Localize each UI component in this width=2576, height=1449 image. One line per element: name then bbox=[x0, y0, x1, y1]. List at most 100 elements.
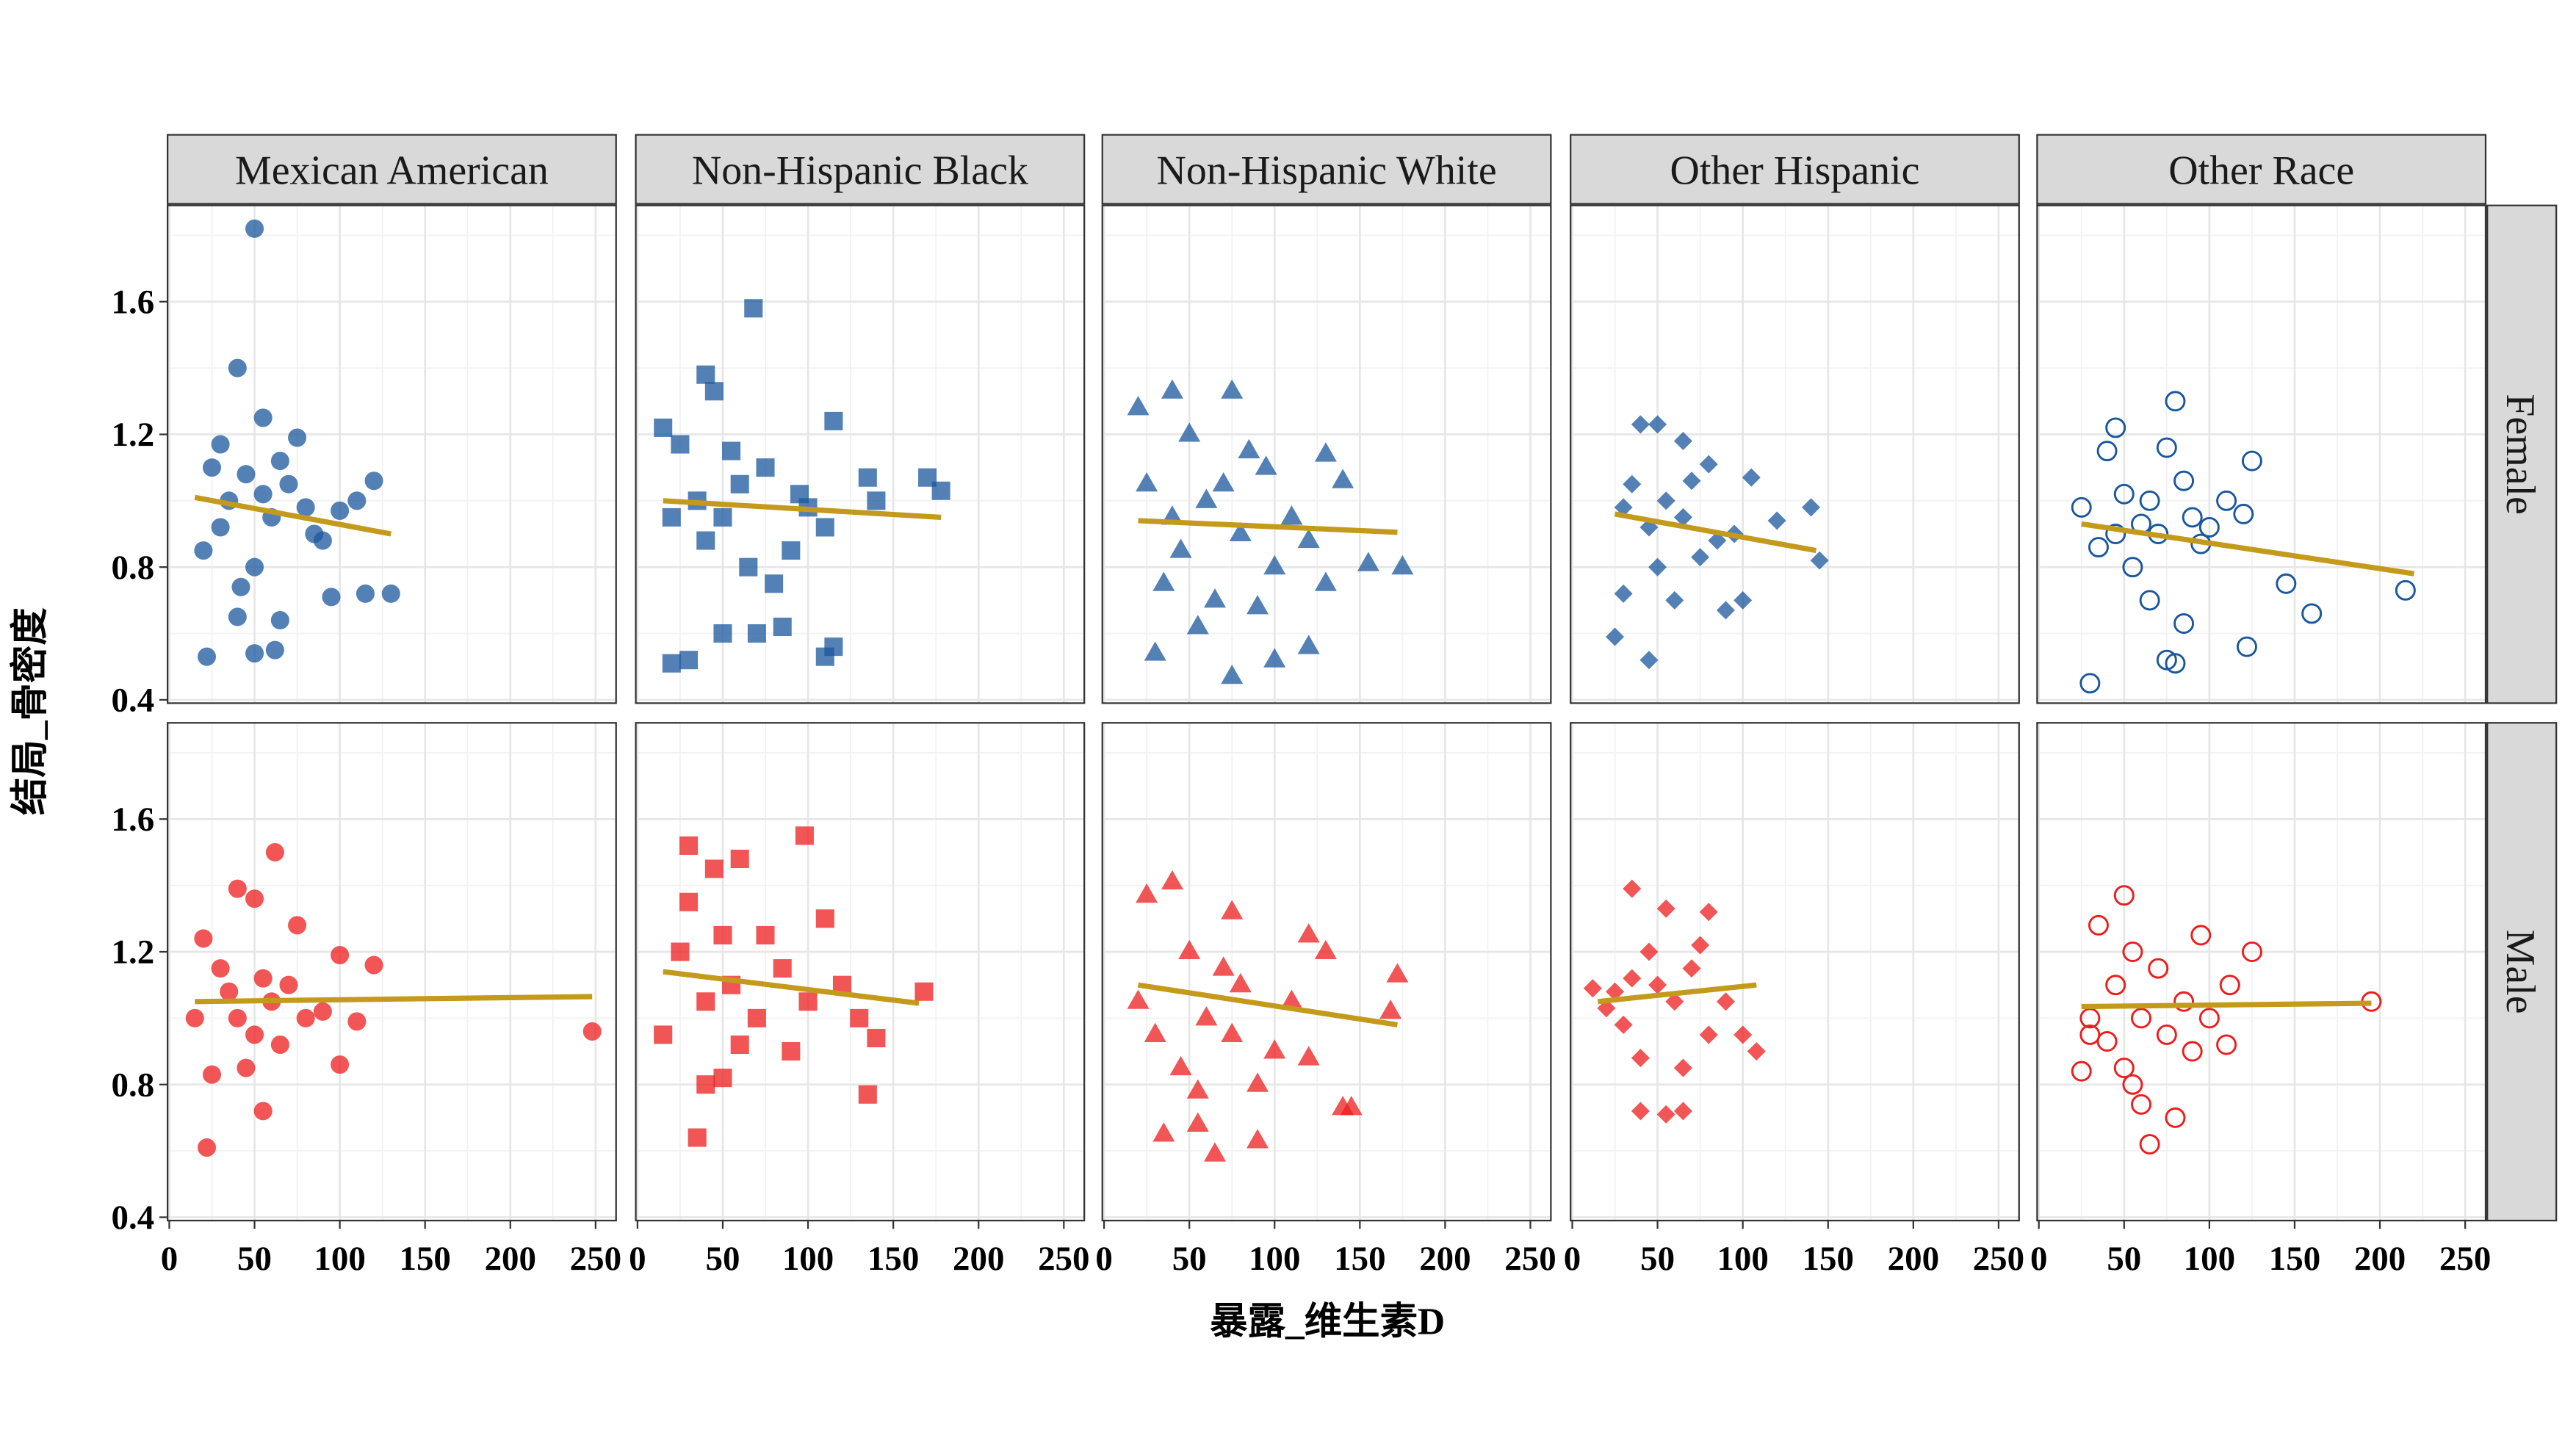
point bbox=[914, 982, 934, 1001]
point bbox=[679, 836, 699, 855]
point bbox=[2113, 1058, 2135, 1079]
point bbox=[1691, 548, 1710, 567]
point bbox=[1673, 431, 1692, 451]
point bbox=[730, 1035, 749, 1055]
point bbox=[1255, 455, 1277, 475]
x-tick-label: 50 bbox=[237, 1240, 272, 1278]
points bbox=[654, 299, 950, 673]
point bbox=[331, 945, 350, 965]
point bbox=[2173, 613, 2195, 634]
point bbox=[2105, 975, 2126, 996]
point bbox=[1169, 1055, 1192, 1076]
x-tick-label: 200 bbox=[1419, 1240, 1471, 1278]
point bbox=[296, 1008, 315, 1027]
x-tick-label: 100 bbox=[782, 1240, 834, 1278]
point bbox=[279, 474, 298, 494]
point bbox=[1623, 879, 1642, 898]
x-tick-label: 0 bbox=[2030, 1240, 2047, 1278]
point bbox=[1238, 438, 1260, 459]
point bbox=[2096, 441, 2118, 462]
point bbox=[228, 358, 247, 377]
point bbox=[2182, 1041, 2203, 1062]
point bbox=[2096, 1031, 2118, 1052]
point bbox=[1263, 1039, 1286, 1059]
point bbox=[2088, 914, 2109, 936]
x-tick-label: 150 bbox=[1334, 1240, 1385, 1278]
point bbox=[1614, 498, 1633, 517]
point bbox=[696, 1075, 715, 1094]
panel bbox=[1102, 723, 1551, 1221]
point bbox=[1297, 1046, 1320, 1066]
point bbox=[2173, 991, 2195, 1012]
y-tick-label: 1.6 bbox=[112, 283, 155, 321]
point bbox=[662, 654, 681, 673]
y-tick-label: 0.8 bbox=[112, 1066, 155, 1104]
panel bbox=[1570, 723, 2019, 1221]
point bbox=[1606, 982, 1625, 1001]
point bbox=[1614, 584, 1633, 603]
point bbox=[211, 435, 230, 454]
x-tick-label: 200 bbox=[485, 1240, 536, 1278]
point bbox=[1682, 471, 1701, 491]
point bbox=[202, 458, 222, 477]
point bbox=[2113, 885, 2135, 906]
point bbox=[713, 507, 732, 527]
panel bbox=[167, 205, 616, 704]
point bbox=[1186, 1079, 1209, 1099]
point bbox=[662, 507, 681, 527]
point bbox=[1332, 469, 1354, 488]
point bbox=[1733, 1025, 1753, 1044]
point bbox=[2156, 1024, 2177, 1045]
panel bbox=[635, 205, 1085, 704]
point bbox=[671, 942, 690, 961]
point bbox=[220, 982, 239, 1001]
point bbox=[2122, 557, 2143, 578]
point bbox=[1699, 455, 1718, 474]
point bbox=[1221, 900, 1244, 919]
point bbox=[1682, 959, 1701, 978]
point bbox=[696, 365, 715, 384]
points bbox=[2071, 885, 2382, 1155]
point bbox=[2165, 391, 2186, 412]
point bbox=[722, 441, 741, 460]
point bbox=[356, 584, 375, 603]
x-tick-label: 100 bbox=[1717, 1240, 1768, 1278]
point bbox=[713, 1069, 732, 1088]
point bbox=[850, 1008, 869, 1027]
point bbox=[713, 624, 732, 643]
point bbox=[381, 584, 400, 603]
x-axis-title: 暴露_维生素D bbox=[1210, 1301, 1445, 1343]
panel-border bbox=[167, 722, 617, 1222]
strip-label: Male bbox=[2497, 930, 2543, 1014]
point bbox=[931, 481, 950, 500]
point bbox=[2122, 1074, 2143, 1095]
points bbox=[2071, 391, 2416, 694]
x-tick-label: 250 bbox=[2439, 1240, 2491, 1278]
point bbox=[2233, 503, 2254, 524]
point bbox=[1203, 1142, 1227, 1162]
point bbox=[756, 925, 775, 944]
point bbox=[1229, 521, 1252, 542]
point bbox=[1161, 379, 1183, 399]
point bbox=[1195, 488, 1218, 508]
point bbox=[1263, 554, 1286, 575]
point bbox=[2088, 537, 2109, 558]
point bbox=[1314, 939, 1337, 960]
trend-line bbox=[1614, 511, 1817, 554]
point bbox=[2219, 975, 2240, 996]
panel-border bbox=[2036, 204, 2487, 704]
point bbox=[1332, 1096, 1354, 1116]
point bbox=[2105, 417, 2126, 438]
point bbox=[1639, 942, 1659, 961]
point bbox=[795, 826, 814, 845]
point bbox=[2173, 470, 2195, 491]
panel bbox=[635, 723, 1085, 1221]
point bbox=[1136, 471, 1158, 492]
point bbox=[1136, 883, 1158, 903]
point bbox=[773, 959, 792, 978]
point bbox=[1716, 992, 1735, 1011]
point bbox=[2216, 490, 2237, 511]
point bbox=[1186, 1112, 1209, 1132]
strip bbox=[2036, 134, 2487, 205]
